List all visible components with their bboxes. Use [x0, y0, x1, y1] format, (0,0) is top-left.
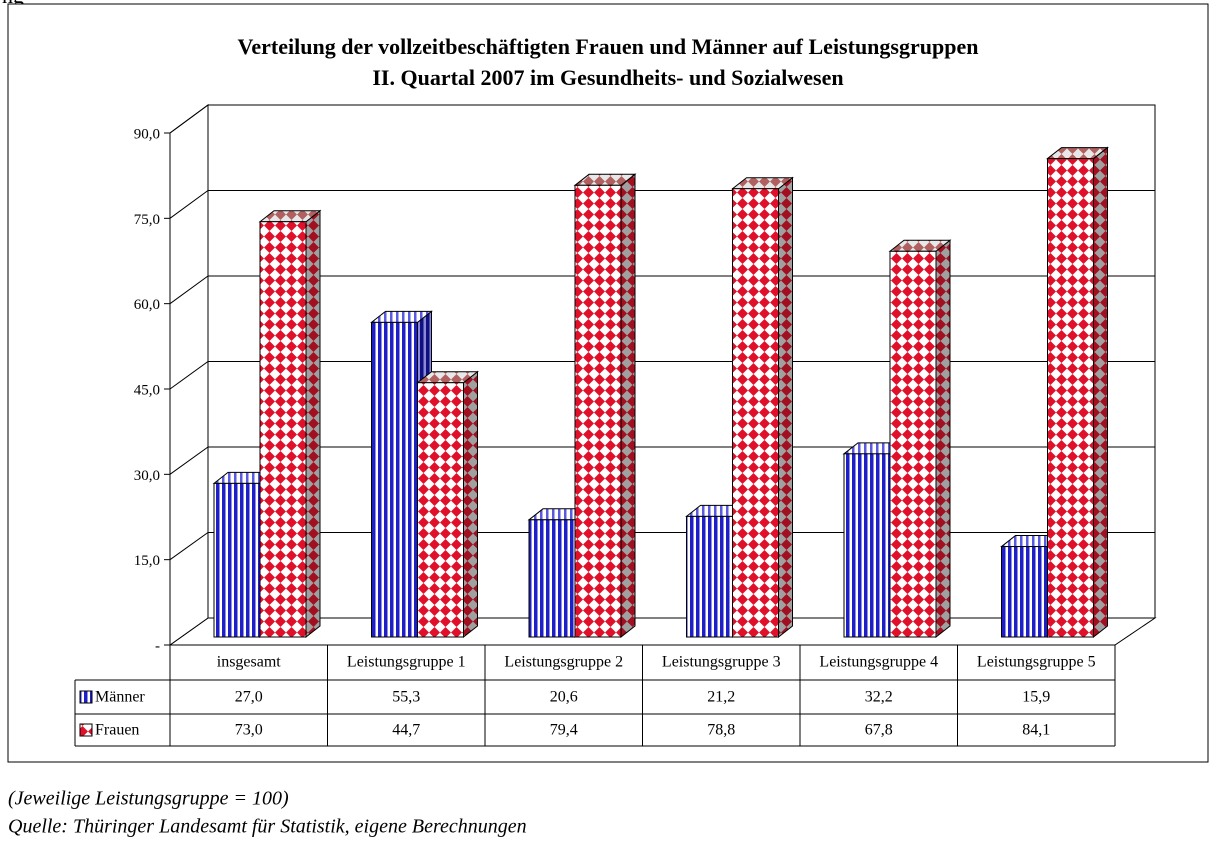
grid-line [169, 446, 1155, 475]
y-tick-label: 60,0 [134, 297, 160, 313]
bar-side [305, 209, 321, 639]
bar-side [463, 370, 478, 639]
table-value: 15,9 [1022, 689, 1050, 706]
y-tick-label: 30,0 [134, 468, 160, 484]
x-tick-label: Leistungsgruppe 3 [662, 654, 781, 671]
bar [574, 184, 622, 638]
grid-line [169, 532, 1155, 561]
bar [528, 519, 576, 638]
table-value: 84,1 [1022, 722, 1050, 739]
bar [889, 250, 937, 638]
table-value: 55,3 [392, 689, 420, 706]
bar-side [620, 173, 636, 639]
legend-swatch [79, 690, 93, 704]
y-tick-label: 90,0 [134, 126, 160, 142]
table-value: 20,6 [550, 689, 578, 706]
table-value: 32,2 [865, 689, 893, 706]
grid-line [169, 190, 1155, 219]
bar [732, 188, 779, 638]
bar-side [1093, 146, 1108, 639]
table-value: 67,8 [865, 722, 893, 739]
legend-swatch [79, 723, 93, 737]
y-tick-label: 15,0 [134, 553, 160, 569]
table-value: 21,2 [707, 689, 735, 706]
table-value: 78,8 [707, 722, 735, 739]
bar [1047, 158, 1094, 638]
chart-title: Verteilung der vollzeitbeschäftigten Fra… [238, 34, 979, 59]
bar [371, 321, 418, 638]
y-tick-label: 75,0 [134, 212, 160, 228]
bar [1001, 546, 1048, 638]
table-value: 73,0 [235, 722, 263, 739]
legend-label: Frauen [95, 722, 139, 739]
bar [259, 221, 307, 638]
footnote: (Jeweilige Leistungsgruppe = 100) [8, 788, 289, 810]
x-tick-label: Leistungsgruppe 2 [504, 654, 623, 671]
footnote: Quelle: Thüringer Landesamt für Statisti… [8, 816, 527, 838]
bar [417, 382, 464, 638]
x-tick-label: Leistungsgruppe 4 [819, 654, 938, 671]
bar [213, 482, 261, 638]
table-value: 79,4 [550, 722, 578, 739]
table-value: 27,0 [235, 689, 263, 706]
bar [843, 453, 891, 638]
x-tick-label: Leistungsgruppe 1 [347, 654, 466, 671]
y-tick-label: 45,0 [134, 382, 160, 398]
bar-side [778, 176, 793, 639]
grid-line [169, 275, 1155, 305]
grid-line [169, 361, 1155, 390]
y-tick-label: - [155, 638, 160, 654]
x-tick-label: insgesamt [217, 654, 282, 671]
bar-side [935, 239, 951, 639]
grid-line [169, 104, 1155, 134]
legend-label: Männer [95, 689, 145, 706]
bar [686, 515, 733, 638]
x-tick-label: Leistungsgruppe 5 [977, 654, 1096, 671]
table-value: 44,7 [392, 722, 420, 739]
chart-subtitle: II. Quartal 2007 im Gesundheits- und Soz… [372, 65, 843, 90]
